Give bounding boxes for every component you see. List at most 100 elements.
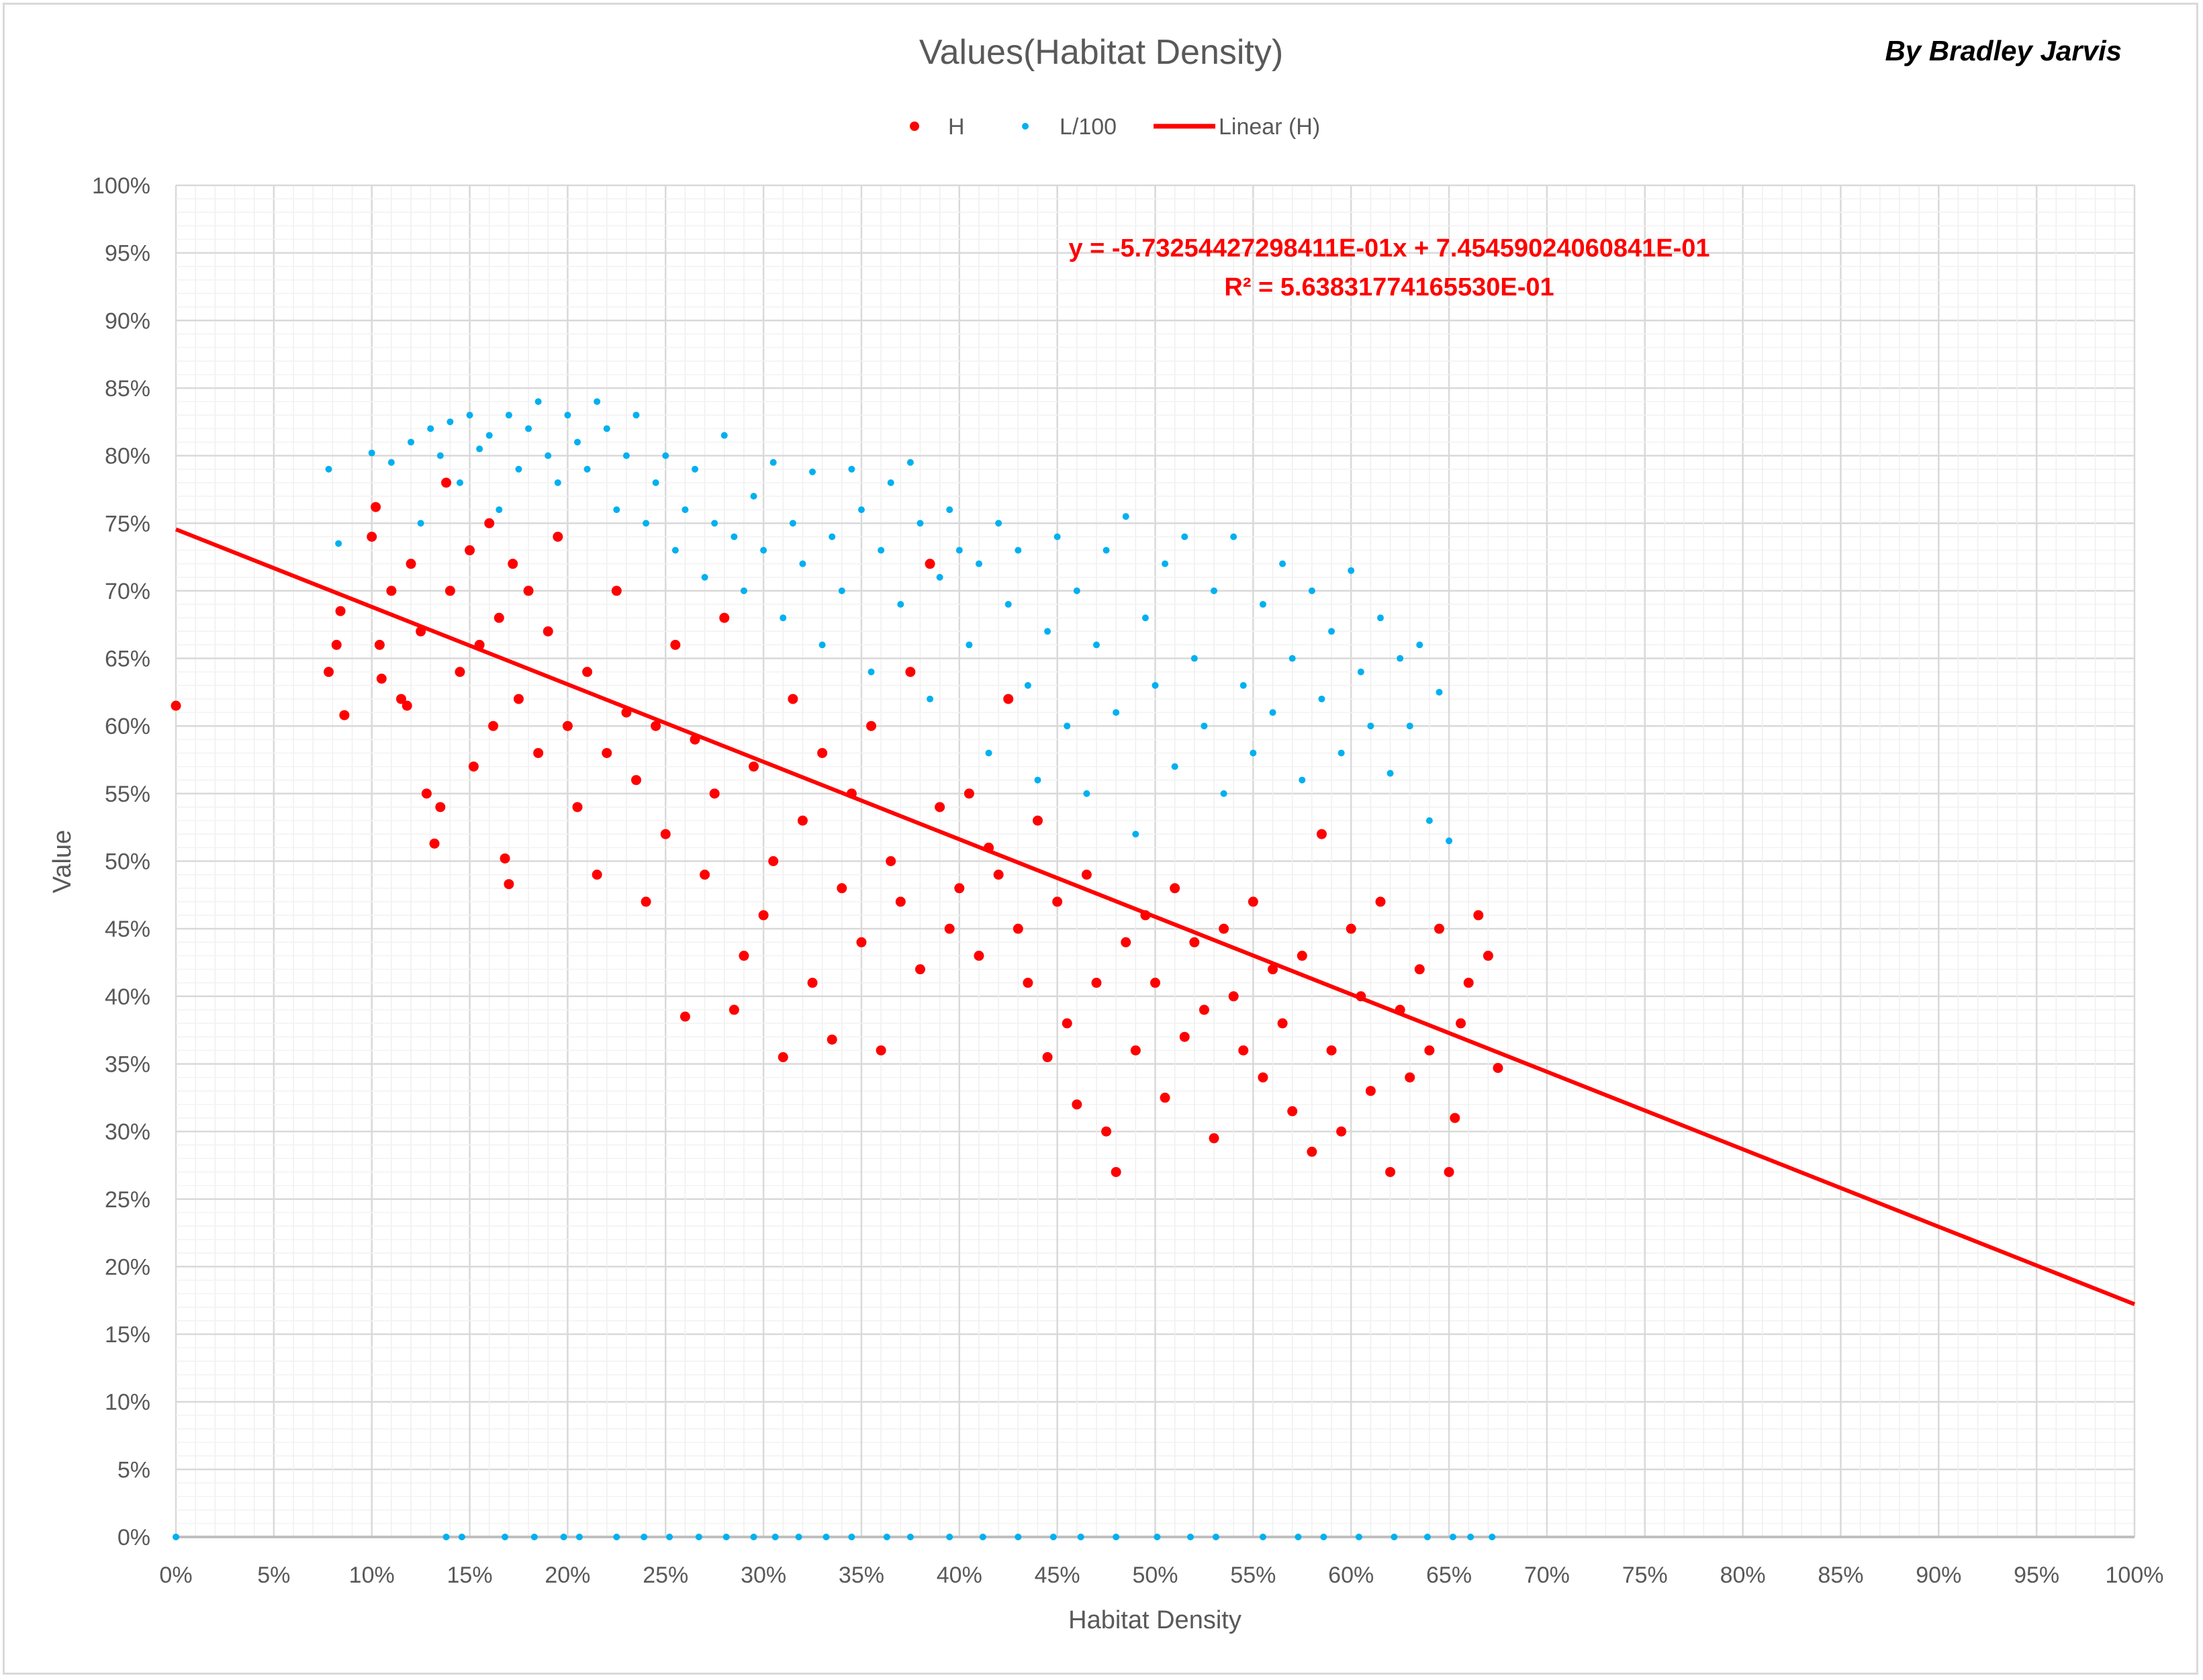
y-tick-label: 35% [105,1052,150,1077]
point-h [856,937,867,947]
point-h [553,531,563,542]
y-tick-label: 70% [105,579,150,604]
point-h [1003,694,1014,704]
x-tick-label: 60% [1328,1562,1374,1588]
point-l [1239,682,1247,689]
x-tick-label: 70% [1524,1562,1570,1588]
point-l [1187,1534,1194,1540]
point-h [817,747,828,758]
y-tick-label: 15% [105,1322,150,1348]
point-l [1092,641,1100,649]
x-tick-label: 75% [1622,1562,1668,1588]
point-l [560,1534,567,1540]
point-h [1316,829,1327,839]
point-l [985,749,992,757]
point-l [823,1534,830,1540]
point-h [441,477,452,488]
x-tick-label: 95% [2014,1562,2059,1588]
point-l [750,1534,757,1540]
point-h [1405,1072,1415,1083]
point-l [666,1534,673,1540]
point-h [1456,1018,1466,1029]
point-l [622,452,630,459]
point-h [788,694,798,704]
point-l [476,445,483,453]
point-h [1189,937,1200,947]
point-l [502,1534,509,1540]
point-h [421,788,432,799]
point-l [720,432,728,439]
point-l [525,425,532,432]
legend: H L/100 Linear (H) [910,114,1320,140]
point-h [768,856,779,866]
point-l [955,547,963,554]
point-h [406,559,416,569]
point-h [641,896,651,907]
y-tick-label: 0% [118,1525,150,1550]
point-h [367,531,377,542]
y-tick-label: 40% [105,984,150,1010]
point-l [603,425,610,432]
point-l [1154,1534,1161,1540]
point-h [1032,815,1043,826]
point-h [376,673,387,684]
point-h [324,667,334,678]
point-h [739,950,749,961]
point-h [513,694,524,704]
point-l [573,438,581,446]
point-l [740,587,747,594]
point-h [335,606,346,616]
point-l [682,506,689,514]
point-l [1416,641,1423,649]
point-l [1397,655,1404,662]
point-l [408,438,415,446]
point-l [632,412,640,419]
point-l [1211,587,1218,594]
x-tick-label: 45% [1035,1562,1080,1588]
point-h [371,502,381,512]
point-h [1375,896,1386,907]
point-l [1212,1534,1219,1540]
point-l [466,412,473,419]
point-h [1434,923,1444,934]
point-l [545,452,552,459]
point-l [1113,1534,1120,1540]
point-l [1288,655,1296,662]
grid [175,184,2136,1538]
point-h [1150,978,1160,988]
point-h [944,923,955,934]
point-l [1034,776,1041,784]
point-h [1072,1099,1082,1110]
point-l [325,465,332,473]
point-h [1414,964,1425,975]
point-h [1238,1045,1249,1056]
point-h [562,720,573,731]
point-l [485,432,493,439]
legend-label-h: H [948,114,965,140]
point-l [769,459,777,466]
point-l [1113,709,1120,716]
point-l [789,520,796,527]
point-l [1446,837,1453,845]
point-l [1190,655,1198,662]
point-l [818,641,826,649]
point-h [582,667,593,678]
point-l [1132,831,1139,838]
point-l [878,547,885,554]
point-l [1015,1534,1022,1540]
point-h [339,710,350,720]
x-tick-label: 90% [1916,1562,1961,1588]
point-l [771,1534,779,1540]
point-l [917,520,924,527]
point-h [468,761,479,772]
point-h [500,853,510,864]
point-l [458,1534,465,1540]
point-l [829,533,836,541]
y-tick-label: 65% [105,647,150,672]
author-credit: By Bradley Jarvis [1885,35,2122,66]
point-h [778,1052,788,1062]
point-h [1170,883,1180,894]
y-tick-label: 75% [105,511,150,536]
point-l [1308,587,1315,594]
point-l [1406,722,1413,730]
